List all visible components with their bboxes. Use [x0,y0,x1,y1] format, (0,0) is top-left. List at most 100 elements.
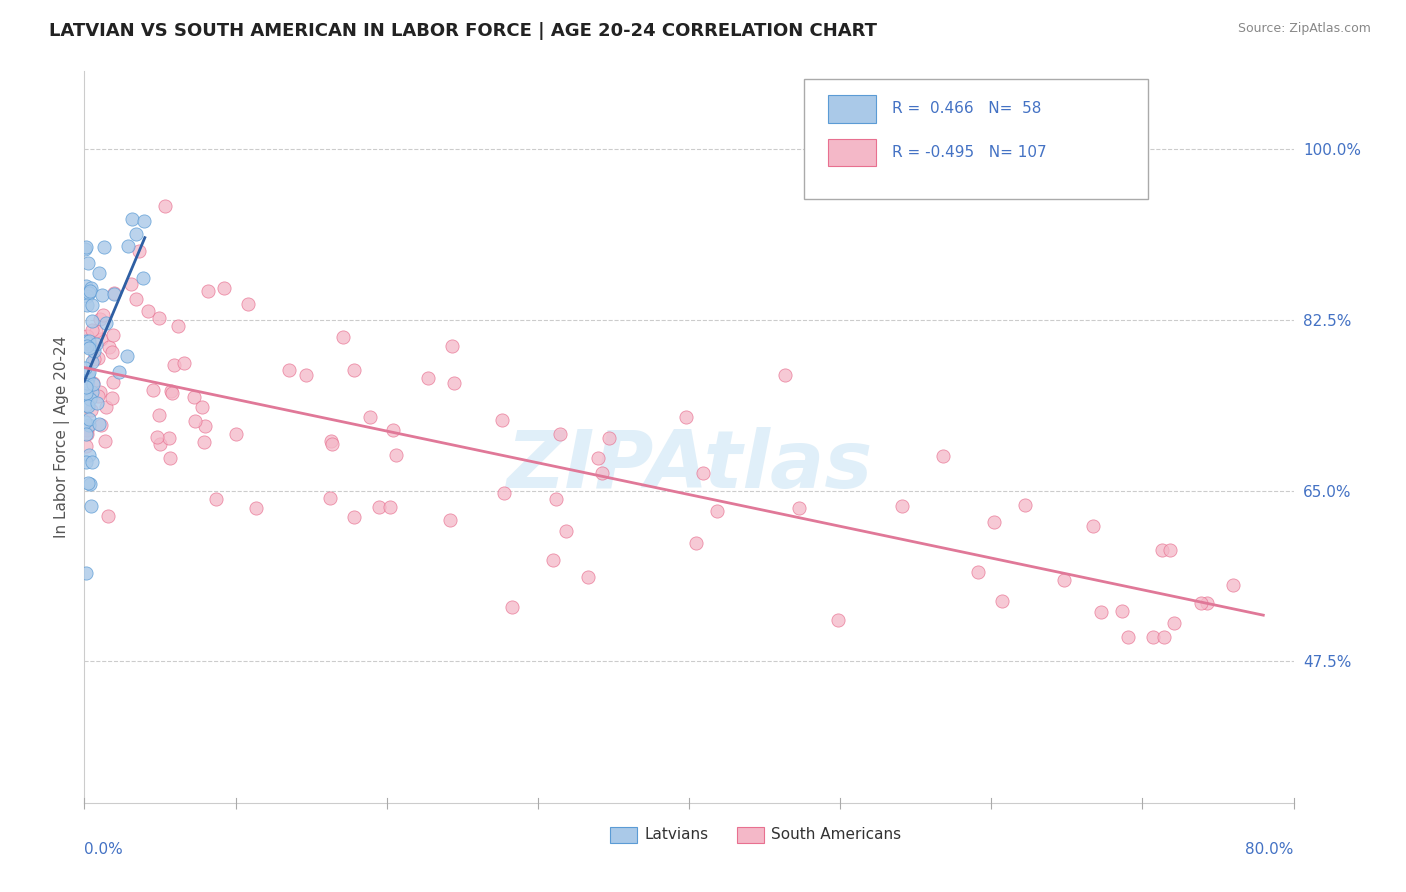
Point [80,385,103,400]
Point [101,344,124,359]
Point [82,376,104,391]
Point [416,371,439,385]
Point [492,486,515,500]
FancyBboxPatch shape [610,827,637,843]
Point [891,499,914,513]
Text: 0.0%: 0.0% [84,842,124,857]
Point [1142,630,1164,644]
Point [76,256,98,270]
Point [142,383,165,397]
Point [125,227,148,241]
Point [1150,543,1173,558]
Point [79,477,101,491]
Point [115,349,138,363]
Point [93,239,115,253]
Point [77,412,100,426]
Text: R =  0.466   N=  58: R = 0.466 N= 58 [891,101,1042,116]
Point [80,500,103,514]
Point [80,281,103,295]
Point [827,613,849,627]
Point [94,434,117,448]
Point [149,437,172,451]
Point [76,427,98,442]
Point [1090,605,1112,619]
Y-axis label: In Labor Force | Age 20-24: In Labor Force | Age 20-24 [55,336,70,538]
FancyBboxPatch shape [828,95,876,122]
Point [75,439,97,453]
FancyBboxPatch shape [828,138,876,167]
Point [163,358,186,372]
Point [321,434,343,449]
Point [101,328,124,343]
Point [1116,630,1139,644]
Point [159,451,181,466]
Point [205,491,228,506]
Point [125,292,148,306]
Point [236,296,259,310]
FancyBboxPatch shape [737,827,763,843]
Point [75,415,97,429]
Point [983,515,1005,529]
Point [75,361,97,376]
Point [97,509,120,524]
Point [90,332,112,346]
Point [75,566,97,581]
Point [136,303,159,318]
Point [80,403,103,417]
Text: ZIPAtlas: ZIPAtlas [506,427,872,506]
Point [368,500,391,515]
Point [1159,543,1181,558]
Point [439,513,461,527]
Point [77,334,100,348]
Point [103,287,125,301]
Text: R = -0.495   N= 107: R = -0.495 N= 107 [891,145,1046,160]
Point [160,384,183,398]
Point [120,277,142,291]
FancyBboxPatch shape [804,78,1149,200]
Point [598,431,620,445]
Point [82,376,104,391]
Point [787,500,810,515]
Point [190,400,212,414]
Point [148,310,170,325]
Point [1153,630,1175,644]
Point [167,318,190,333]
Point [87,351,110,366]
Point [277,363,299,377]
Point [77,285,100,300]
Point [77,336,100,351]
Point [76,334,98,348]
Point [75,398,97,412]
Point [931,449,953,463]
Point [153,198,176,212]
Point [157,431,180,445]
Point [75,380,97,394]
Point [491,413,513,427]
Point [966,566,988,580]
Point [1222,577,1244,591]
Point [77,417,100,432]
Point [212,281,235,295]
Point [318,491,340,505]
Point [382,424,405,438]
Point [343,510,366,524]
Point [586,451,609,466]
Point [89,266,111,280]
Point [332,330,354,344]
Point [80,355,103,369]
Point [86,396,108,410]
Point [91,287,114,301]
Point [77,365,100,379]
Point [77,342,100,356]
Point [89,311,111,326]
Point [76,289,98,303]
Point [103,285,125,300]
Point [1163,615,1185,630]
Text: Latvians: Latvians [644,828,709,842]
Point [441,339,464,353]
Point [128,244,150,258]
Point [591,466,613,480]
Point [75,427,97,442]
Point [87,417,110,431]
Point [541,553,564,567]
